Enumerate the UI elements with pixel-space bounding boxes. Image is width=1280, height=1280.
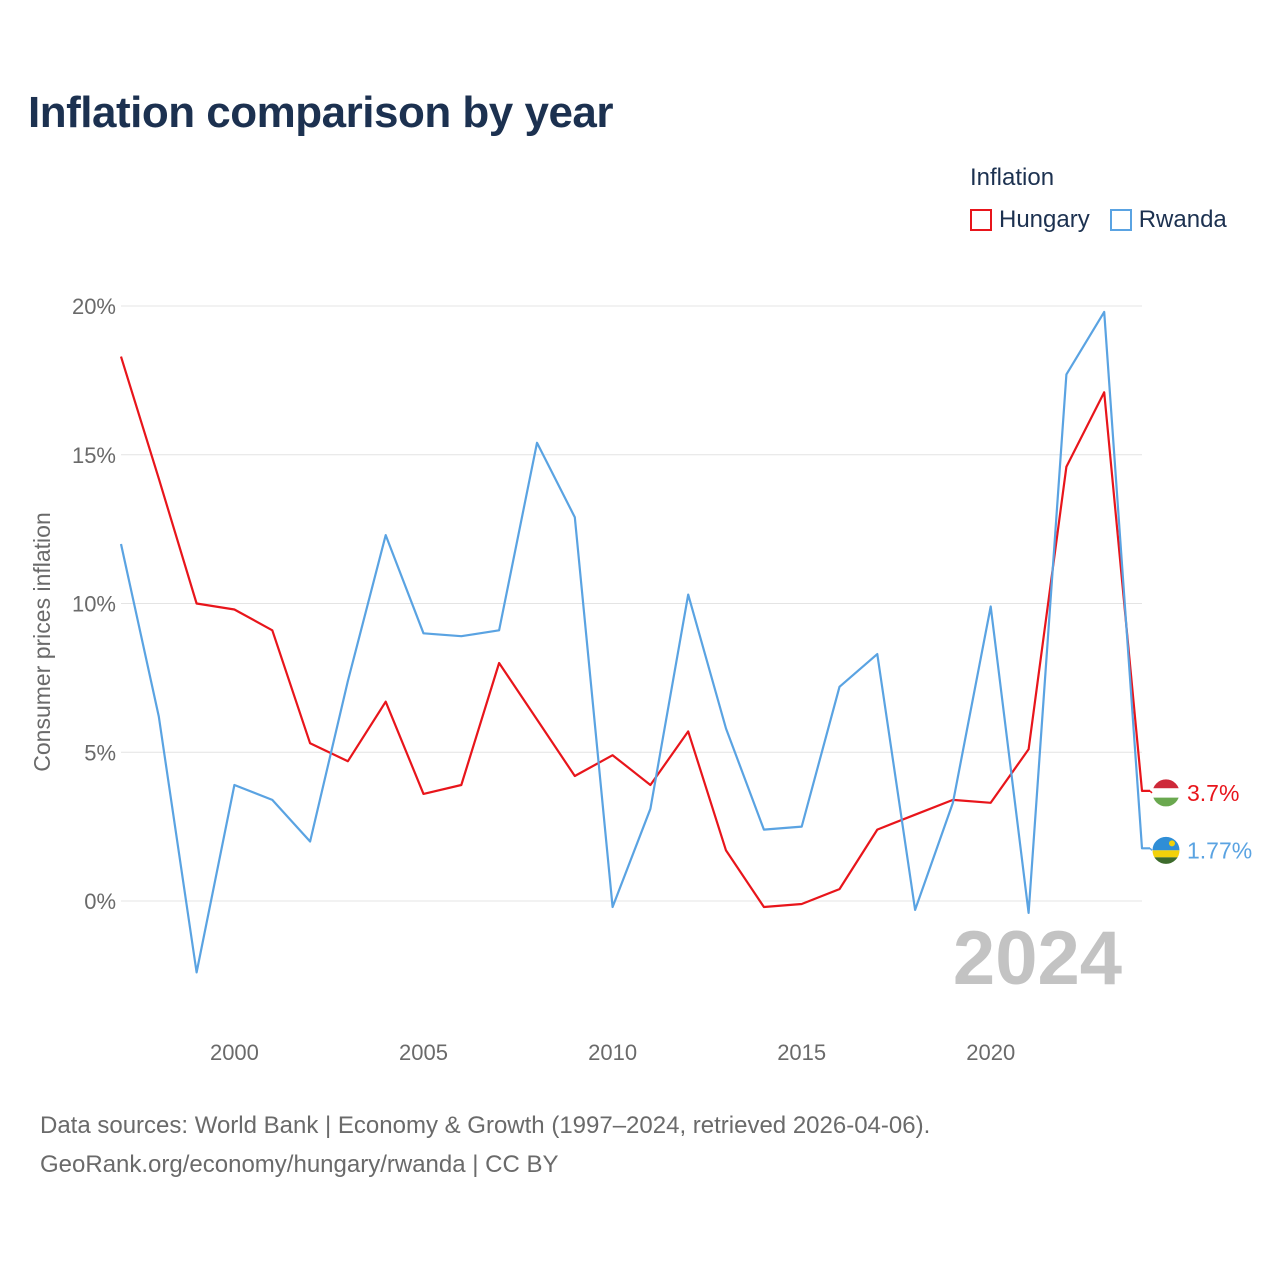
x-tick-label: 2000 <box>210 1040 259 1065</box>
source-note: Data sources: World Bank | Economy & Gro… <box>40 1106 930 1184</box>
y-axis-label: Consumer prices inflation <box>29 512 55 772</box>
legend-item-hungary[interactable]: Hungary <box>970 206 1090 234</box>
end-marker-rwanda: 1.77% <box>1149 835 1252 865</box>
y-tick-label: 10% <box>72 592 116 617</box>
end-value-label-hungary: 3.7% <box>1187 780 1239 806</box>
legend-title: Inflation <box>970 164 1055 191</box>
legend-label-hungary: Hungary <box>999 206 1090 233</box>
end-connector <box>1149 790 1153 794</box>
legend-swatch-hungary <box>970 209 992 231</box>
end-connector <box>1149 847 1153 851</box>
y-tick-label: 15% <box>72 443 116 468</box>
series-line-rwanda[interactable] <box>119 310 1150 974</box>
source-line-1: Data sources: World Bank | Economy & Gro… <box>40 1112 931 1139</box>
flag-stripe <box>1152 797 1180 807</box>
legend-swatch-rwanda <box>1109 209 1132 231</box>
y-tick-label: 5% <box>84 740 116 765</box>
end-value-label-rwanda: 1.77% <box>1187 837 1252 863</box>
chart-title: Inflation comparison by year <box>28 88 614 137</box>
flag-stripe <box>1152 836 1180 851</box>
y-tick-label: 0% <box>84 889 116 914</box>
x-tick-label: 2020 <box>966 1040 1015 1065</box>
flag-stripe <box>1152 850 1180 858</box>
x-tick-label: 2005 <box>399 1040 448 1065</box>
x-tick-label: 2015 <box>777 1040 826 1065</box>
legend-label-rwanda: Rwanda <box>1138 206 1227 233</box>
source-line-2[interactable]: GeoRank.org/economy/hungary/rwanda | CC … <box>40 1151 559 1178</box>
series-line-hungary[interactable] <box>119 356 1150 909</box>
flag-stripe <box>1152 788 1180 798</box>
legend: Hungary Rwanda <box>970 206 1247 234</box>
flag-stripe <box>1152 778 1180 789</box>
y-tick-label: 20% <box>72 294 116 319</box>
flag-stripe <box>1152 857 1180 865</box>
flag-sun-icon <box>1169 840 1175 847</box>
legend-item-rwanda[interactable]: Rwanda <box>1109 206 1227 234</box>
end-marker-hungary: 3.7% <box>1149 778 1239 808</box>
year-watermark: 2024 <box>953 916 1122 1001</box>
x-tick-label: 2010 <box>588 1040 637 1065</box>
